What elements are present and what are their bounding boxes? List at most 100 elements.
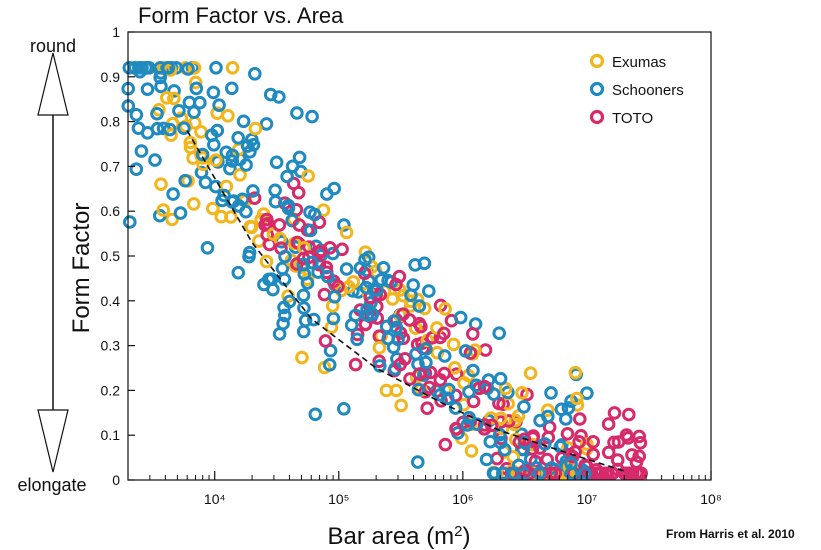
data-point-schooners bbox=[323, 343, 338, 358]
data-point-schooners bbox=[156, 121, 171, 136]
data-point-schooners bbox=[404, 288, 418, 303]
y-tick-label: 0.6 bbox=[101, 203, 121, 219]
elongate-label: elongate bbox=[17, 475, 86, 495]
legend-marker-schooners bbox=[589, 81, 605, 97]
data-point-exumas bbox=[214, 209, 229, 224]
data-point-exumas bbox=[259, 254, 274, 269]
data-point-schooners bbox=[437, 349, 452, 363]
data-point-schooners bbox=[178, 173, 192, 188]
data-point-schooners bbox=[296, 324, 311, 339]
data-point-exumas bbox=[339, 225, 354, 240]
y-tick-label: 0.9 bbox=[101, 69, 121, 85]
legend-marker-exumas bbox=[589, 53, 605, 69]
data-point-toto bbox=[414, 319, 428, 334]
data-point-schooners bbox=[376, 261, 391, 275]
data-point-toto bbox=[560, 427, 575, 441]
data-point-exumas bbox=[301, 169, 316, 183]
data-point-schooners bbox=[248, 67, 262, 81]
data-point-schooners bbox=[231, 265, 246, 280]
data-point-exumas bbox=[156, 203, 171, 217]
data-point-schooners bbox=[422, 284, 436, 298]
data-point-schooners bbox=[210, 123, 225, 138]
data-point-exumas bbox=[580, 437, 594, 451]
data-point-exumas bbox=[295, 350, 309, 365]
y-tick-label: 0.1 bbox=[101, 427, 121, 443]
data-point-schooners bbox=[189, 81, 204, 96]
data-point-toto bbox=[402, 313, 417, 327]
x-axis-title: Bar area (m2) bbox=[327, 523, 470, 550]
data-point-schooners bbox=[239, 204, 253, 219]
y-tick-label: 0.5 bbox=[101, 248, 121, 264]
data-point-toto bbox=[477, 379, 492, 394]
data-point-toto bbox=[412, 367, 427, 381]
data-point-toto bbox=[292, 218, 307, 232]
data-point-schooners bbox=[129, 162, 144, 176]
data-point-schooners bbox=[533, 413, 547, 428]
data-point-toto bbox=[449, 367, 464, 382]
data-point-schooners bbox=[161, 61, 176, 75]
data-point-exumas bbox=[446, 337, 461, 352]
data-point-exumas bbox=[164, 128, 178, 142]
data-point-schooners bbox=[223, 161, 237, 176]
data-point-schooners bbox=[462, 410, 476, 425]
data-point-schooners bbox=[212, 98, 226, 112]
data-point-schooners bbox=[487, 387, 501, 402]
data-point-schooners bbox=[307, 207, 322, 222]
data-point-exumas bbox=[430, 345, 445, 360]
data-point-schooners bbox=[350, 332, 364, 347]
data-point-schooners bbox=[231, 131, 245, 145]
x-tick-label: 10⁸ bbox=[700, 491, 722, 507]
data-point-schooners bbox=[209, 61, 223, 75]
data-point-schooners bbox=[217, 188, 231, 203]
data-point-schooners bbox=[154, 79, 168, 94]
data-point-schooners bbox=[308, 407, 323, 422]
data-point-exumas bbox=[248, 121, 263, 136]
data-point-schooners bbox=[300, 276, 315, 290]
data-point-schooners bbox=[348, 308, 363, 323]
data-point-toto bbox=[272, 218, 287, 232]
data-point-schooners bbox=[139, 61, 153, 75]
x-tick-label: 10⁷ bbox=[577, 491, 598, 507]
data-point-toto bbox=[632, 449, 647, 464]
data-point-toto bbox=[586, 435, 601, 449]
data-point-schooners bbox=[187, 105, 201, 119]
data-point-schooners bbox=[453, 310, 468, 325]
y-tick-label: 0.3 bbox=[101, 338, 121, 354]
data-point-schooners bbox=[269, 155, 284, 170]
data-point-toto bbox=[348, 357, 363, 372]
data-point-schooners bbox=[275, 261, 290, 276]
data-point-toto bbox=[610, 453, 625, 467]
data-point-schooners bbox=[200, 241, 215, 255]
data-point-schooners bbox=[409, 347, 423, 361]
data-point-exumas bbox=[523, 366, 538, 381]
data-point-schooners bbox=[322, 358, 337, 372]
data-point-exumas bbox=[464, 444, 479, 458]
round-elongate-arrow bbox=[37, 52, 69, 473]
data-point-toto bbox=[601, 417, 616, 431]
data-point-toto bbox=[392, 269, 407, 284]
data-point-schooners bbox=[462, 385, 476, 399]
data-point-schooners bbox=[225, 154, 240, 168]
data-point-schooners bbox=[358, 252, 372, 267]
data-point-toto bbox=[312, 257, 327, 272]
data-point-schooners bbox=[517, 400, 531, 414]
data-point-schooners bbox=[448, 401, 463, 415]
data-point-schooners bbox=[538, 437, 552, 451]
legend: Exumas Schooners TOTO bbox=[589, 53, 684, 127]
round-label: round bbox=[30, 36, 76, 56]
legend-label-exumas: Exumas bbox=[612, 54, 666, 71]
data-point-schooners bbox=[225, 148, 240, 163]
data-point-toto bbox=[634, 466, 649, 481]
data-point-exumas bbox=[225, 61, 240, 75]
legend-marker-toto bbox=[589, 109, 605, 125]
data-point-schooners bbox=[532, 466, 547, 481]
data-point-schooners bbox=[458, 344, 473, 358]
data-point-schooners bbox=[387, 314, 401, 328]
y-tick-label: 0.4 bbox=[101, 293, 121, 309]
data-point-toto bbox=[393, 357, 407, 372]
data-point-toto bbox=[565, 449, 580, 464]
data-point-exumas bbox=[233, 168, 247, 182]
data-point-schooners bbox=[172, 104, 186, 118]
data-point-schooners bbox=[278, 308, 292, 323]
